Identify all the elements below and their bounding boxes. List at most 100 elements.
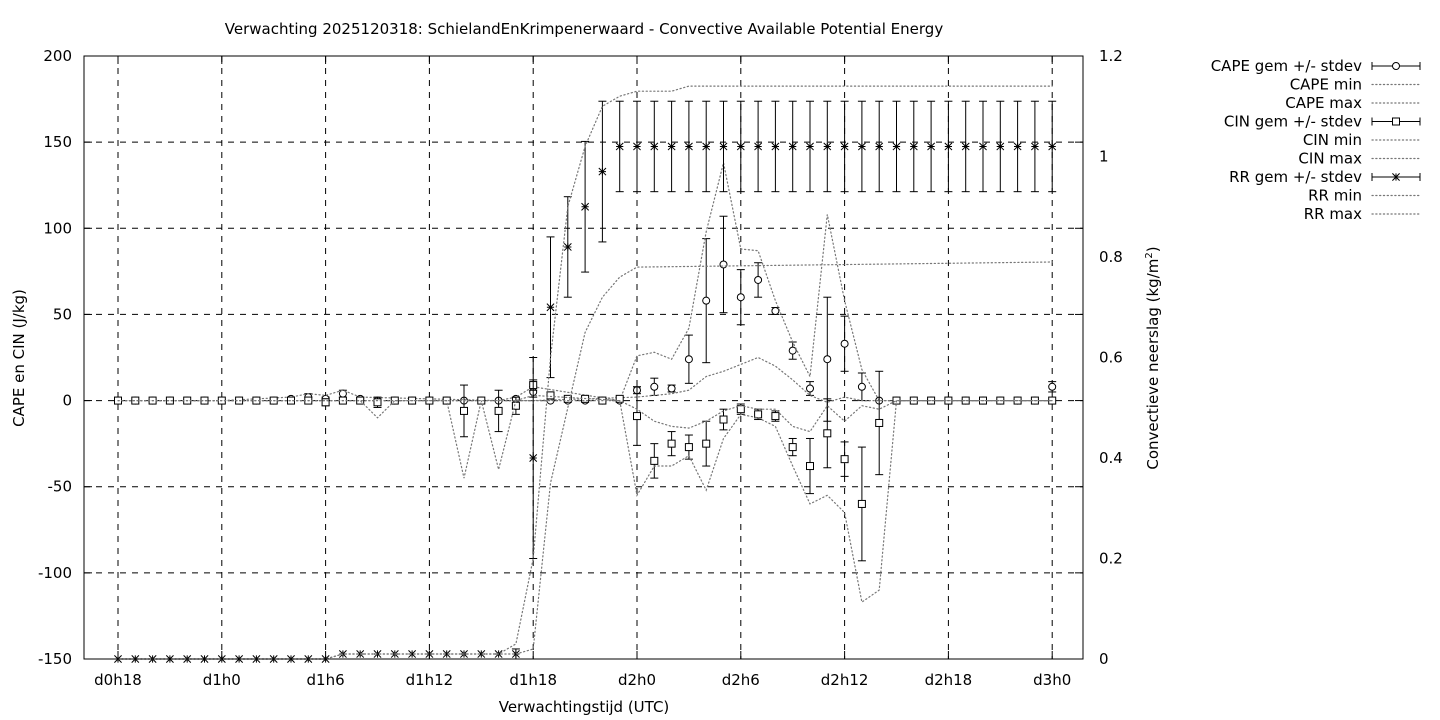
x-tick-label: d3h0 xyxy=(1033,671,1071,689)
y-tick-label: 200 xyxy=(43,47,72,65)
data-point xyxy=(1048,142,1057,151)
data-point xyxy=(754,142,763,151)
legend-label: CAPE max xyxy=(1285,94,1362,112)
data-point xyxy=(684,142,693,151)
data-point xyxy=(702,439,711,448)
data-point xyxy=(667,142,676,151)
data-point xyxy=(684,355,693,364)
series-line xyxy=(117,261,1053,660)
data-point xyxy=(823,142,832,151)
data-point xyxy=(840,142,849,151)
legend-marker xyxy=(1392,62,1400,70)
series-rr-gem-stdev xyxy=(114,100,1057,663)
legend-label: CIN max xyxy=(1298,150,1362,168)
data-point xyxy=(857,142,866,151)
y-tick-label: -100 xyxy=(38,564,72,582)
y-tick-label: 0 xyxy=(62,392,72,410)
x-tick-label: d1h0 xyxy=(203,671,241,689)
data-point xyxy=(615,142,624,151)
y2-axis-label-sup: 2 xyxy=(1144,252,1155,258)
data-point xyxy=(979,142,987,151)
data-point xyxy=(667,439,676,448)
data-point xyxy=(806,142,814,151)
legend-label: CIN gem +/- stdev xyxy=(1224,113,1362,131)
y2-axis-ticks: 0 0.2 0.4 0.6 0.8 1 1.2 xyxy=(1099,47,1123,668)
x-tick-label: d2h0 xyxy=(618,671,656,689)
data-point xyxy=(321,398,330,407)
legend-label: CIN min xyxy=(1303,131,1362,149)
series-cape-max xyxy=(117,162,1053,402)
data-point xyxy=(356,396,365,405)
legend-label: RR min xyxy=(1308,187,1362,205)
data-point xyxy=(702,296,711,305)
data-point xyxy=(840,339,849,348)
data-point xyxy=(1013,142,1022,151)
data-point xyxy=(857,382,866,391)
data-point xyxy=(996,142,1005,151)
legend-marker xyxy=(1392,173,1400,181)
series-cin-min xyxy=(117,400,1053,604)
data-point xyxy=(927,142,936,151)
data-point xyxy=(477,650,486,658)
data-point xyxy=(546,303,555,312)
data-point xyxy=(1030,142,1039,151)
y2-axis-label-end: ) xyxy=(1144,246,1162,252)
x-tick-label: d2h12 xyxy=(821,671,869,689)
data-point xyxy=(875,142,884,151)
data-point xyxy=(788,346,797,355)
data-point xyxy=(442,650,451,658)
data-point xyxy=(736,293,745,302)
data-point xyxy=(719,415,728,424)
data-point xyxy=(909,142,918,151)
legend-marker xyxy=(1392,117,1400,126)
x-tick-label: d2h18 xyxy=(925,671,973,689)
data-point xyxy=(961,142,970,151)
data-point xyxy=(633,412,641,421)
data-point xyxy=(788,142,797,151)
data-point xyxy=(875,418,884,427)
y2-axis-label: Convectieve neerslag (kg/m2) xyxy=(1144,246,1162,469)
data-point xyxy=(754,275,763,284)
series-line xyxy=(117,85,1053,660)
data-point xyxy=(200,396,209,405)
data-point xyxy=(131,396,140,405)
data-point xyxy=(598,167,607,176)
data-point xyxy=(719,260,728,269)
x-tick-label: d1h18 xyxy=(509,671,557,689)
legend-label: CAPE gem +/- stdev xyxy=(1211,57,1362,75)
legend-label: CAPE min xyxy=(1290,76,1362,94)
data-point xyxy=(684,443,693,452)
series-cin-max xyxy=(117,394,1053,433)
x-tick-label: d1h6 xyxy=(307,671,345,689)
x-tick-label: d2h6 xyxy=(722,671,760,689)
data-point xyxy=(823,429,832,438)
x-tick-label: d0h18 xyxy=(94,671,142,689)
data-point xyxy=(771,142,780,151)
y-tick-label: 50 xyxy=(53,305,72,323)
y2-axis-label-main: Convectieve neerslag (kg/m xyxy=(1144,259,1162,470)
data-point xyxy=(494,406,503,415)
chart-title: Verwachting 2025120318: SchielandEnKrimp… xyxy=(225,20,944,38)
data-point xyxy=(788,443,797,452)
data-point xyxy=(667,384,676,393)
series-cin-gem-stdev xyxy=(114,370,1057,562)
series-line xyxy=(117,394,1053,433)
data-point xyxy=(806,384,814,393)
plot-frame xyxy=(83,55,1084,660)
y2-tick-label: 0 xyxy=(1099,650,1109,668)
data-point xyxy=(771,306,780,315)
data-point xyxy=(563,394,572,403)
data-point xyxy=(650,456,659,465)
data-point xyxy=(736,405,745,414)
data-point xyxy=(373,650,382,658)
legend-label: RR max xyxy=(1304,205,1362,223)
data-point xyxy=(650,382,659,391)
data-point xyxy=(719,142,728,151)
series-rr-min xyxy=(117,261,1053,660)
series-line xyxy=(117,400,1053,604)
data-point xyxy=(702,142,711,151)
x-axis-label: Verwachtingstijd (UTC) xyxy=(499,698,670,716)
y2-tick-label: 1 xyxy=(1099,148,1109,166)
data-point xyxy=(460,406,468,415)
